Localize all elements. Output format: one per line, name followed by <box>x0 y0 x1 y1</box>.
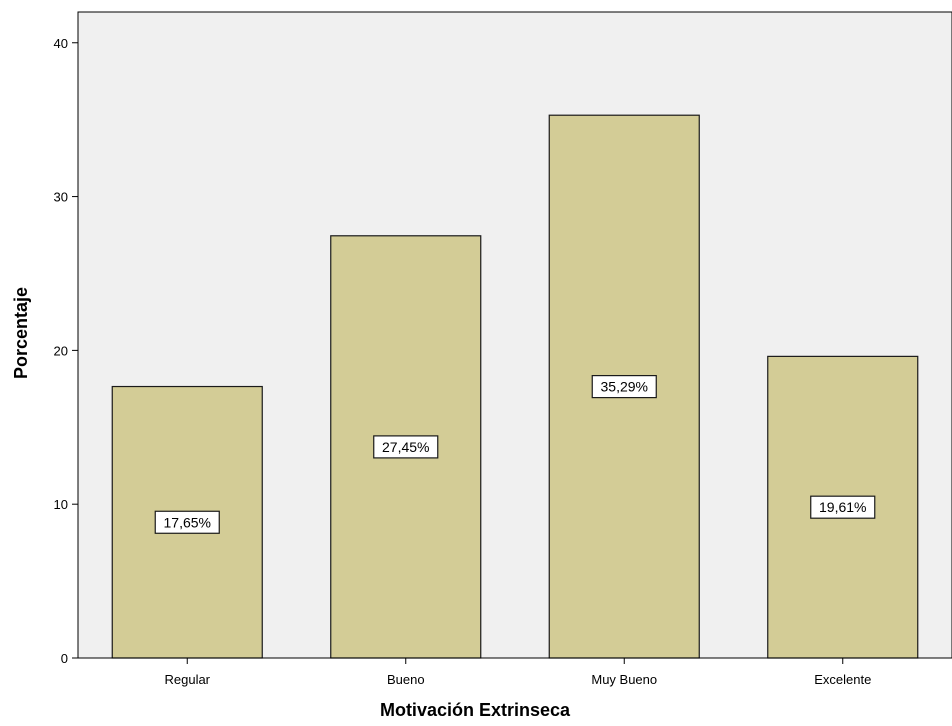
x-tick-label: Muy Bueno <box>591 672 657 687</box>
data-labels-group: 17,65% 27,45% 35,29% 19,61% <box>154 375 876 534</box>
data-label-box <box>810 495 876 519</box>
data-label-text: 17,65% <box>164 514 211 530</box>
y-tick-label: 0 <box>61 651 68 666</box>
data-label-text: 19,61% <box>819 499 866 515</box>
data-label-text: 35,29% <box>601 379 648 395</box>
y-tick-label: 20 <box>54 343 68 358</box>
data-label-box <box>591 375 657 399</box>
data-label-box <box>154 510 220 534</box>
y-tick-label: 30 <box>54 190 68 205</box>
x-ticks-group: Regular Bueno Muy Bueno Excelente <box>164 658 871 687</box>
x-tick-label: Excelente <box>814 672 871 687</box>
data-label: 27,45% <box>373 435 439 459</box>
y-tick-label: 10 <box>54 497 68 512</box>
x-tick-label: Regular <box>164 672 210 687</box>
x-axis-title: Motivación Extrinseca <box>380 700 571 720</box>
y-axis-title: Porcentaje <box>11 287 31 379</box>
axes-group <box>77 12 952 659</box>
data-label: 35,29% <box>591 375 657 399</box>
data-label: 19,61% <box>810 495 876 519</box>
data-label-text: 27,45% <box>382 439 429 455</box>
data-label: 17,65% <box>154 510 220 534</box>
y-ticks-group: 0 10 20 30 40 <box>54 36 78 666</box>
x-tick-label: Bueno <box>387 672 425 687</box>
y-tick-label: 40 <box>54 36 68 51</box>
data-label-box <box>373 435 439 459</box>
